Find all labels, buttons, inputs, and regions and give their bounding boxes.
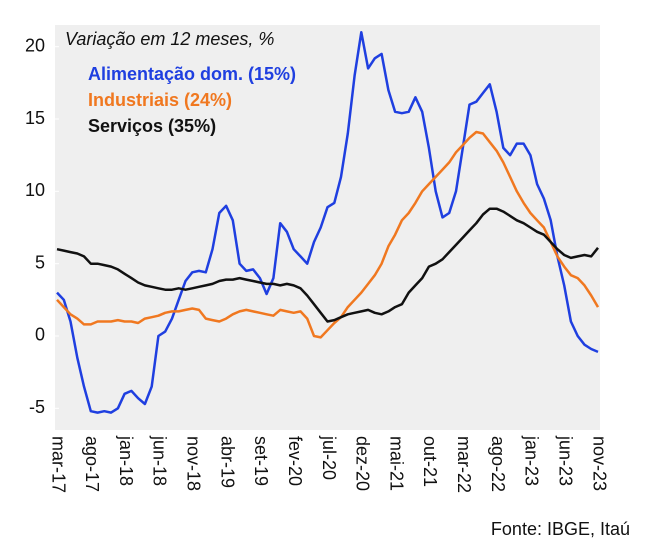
- x-tick-label: jul-20: [319, 435, 339, 480]
- x-tick-label: jun-23: [555, 435, 575, 486]
- x-tick-label: dez-20: [353, 436, 373, 491]
- x-tick-label: mar-22: [454, 436, 474, 493]
- x-tick-label: nov-18: [184, 436, 204, 491]
- x-tick-label: abr-19: [217, 436, 237, 488]
- x-tick-label: jun-18: [150, 435, 170, 486]
- x-tick-label: jan-18: [116, 435, 136, 486]
- series-line: [56, 130, 600, 339]
- plot-area: [55, 25, 600, 430]
- x-tick-label: set-19: [251, 436, 271, 486]
- legend-entry: Industriais (24%): [88, 90, 232, 110]
- y-tick-label: 0: [35, 325, 45, 345]
- series-line: [56, 30, 599, 414]
- y-tick-label: 15: [25, 108, 45, 128]
- x-tick-label: mar-17: [48, 436, 68, 493]
- x-tick-label: jan-23: [522, 435, 542, 486]
- source: Fonte: IBGE, Itaú: [491, 519, 630, 539]
- x-tick-label: nov-23: [589, 436, 609, 491]
- legend-entry: Alimentação dom. (15%): [88, 64, 296, 84]
- x-tick-label: ago-17: [82, 436, 102, 492]
- x-tick-label: mai-21: [386, 436, 406, 491]
- y-tick-label: -5: [29, 397, 45, 417]
- x-tick-label: fev-20: [285, 436, 305, 486]
- series-line: [56, 207, 599, 323]
- x-tick-label: out-21: [420, 436, 440, 487]
- legend-entry: Serviços (35%): [88, 116, 216, 136]
- x-tick-label: ago-22: [488, 436, 508, 492]
- y-tick-label: 20: [25, 35, 45, 55]
- chart-title: Variação em 12 meses, %: [65, 29, 274, 49]
- y-tick-label: 5: [35, 252, 45, 272]
- y-tick-label: 10: [25, 180, 45, 200]
